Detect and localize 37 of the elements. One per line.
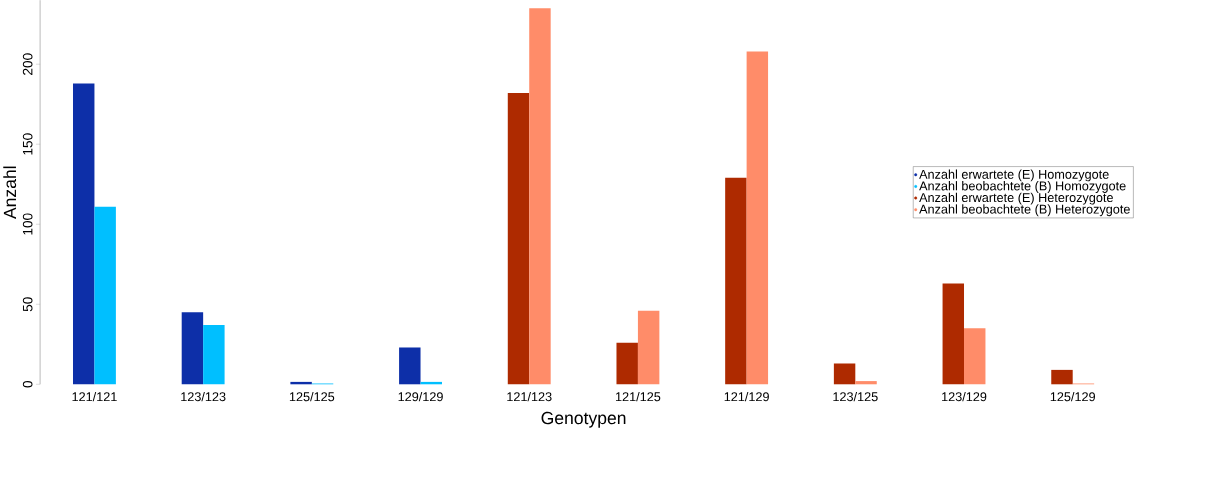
bar — [964, 328, 986, 385]
bar — [203, 325, 225, 385]
legend-label: Anzahl erwartete (E) Homozygote — [919, 169, 1109, 182]
bar — [855, 381, 877, 385]
x-tick-label: 121/121 — [72, 391, 117, 402]
x-tick-label: 123/125 — [833, 391, 878, 402]
bar — [942, 283, 965, 385]
x-tick-label: 129/129 — [398, 391, 443, 402]
bar — [399, 347, 421, 385]
y-tick-label: 100 — [22, 213, 33, 235]
y-tick-label: 50 — [22, 297, 33, 312]
y-tick-label: 150 — [22, 133, 33, 155]
legend-label: Anzahl beobachtete (B) Heterozygote — [919, 204, 1130, 217]
y-tick-label: 0 — [22, 381, 33, 388]
y-axis-title: Anzahl — [3, 166, 17, 220]
bar — [181, 312, 204, 385]
legend-label: Anzahl beobachtete (B) Homozygote — [919, 181, 1126, 193]
x-tick-label: 121/125 — [615, 391, 661, 402]
x-tick-label: 121/123 — [507, 391, 552, 402]
x-tick-label: 123/129 — [942, 391, 987, 402]
x-axis-title: Genotypen — [541, 411, 626, 428]
y-tick-label: 200 — [22, 53, 33, 75]
bar — [637, 310, 660, 385]
bar — [746, 51, 769, 385]
bar — [616, 342, 638, 385]
legend-label: Anzahl erwartete (E) Heterozygote — [919, 192, 1113, 205]
x-tick-label: 125/129 — [1050, 391, 1096, 402]
bar — [73, 83, 95, 385]
bar — [725, 177, 747, 385]
x-tick-label: 125/125 — [289, 391, 335, 402]
x-tick-label: 123/123 — [181, 391, 226, 402]
x-tick-label: 121/129 — [724, 391, 769, 402]
bar — [94, 206, 116, 385]
bar — [507, 93, 530, 385]
bar — [529, 8, 551, 385]
bar — [833, 363, 856, 385]
bar — [1051, 369, 1073, 385]
